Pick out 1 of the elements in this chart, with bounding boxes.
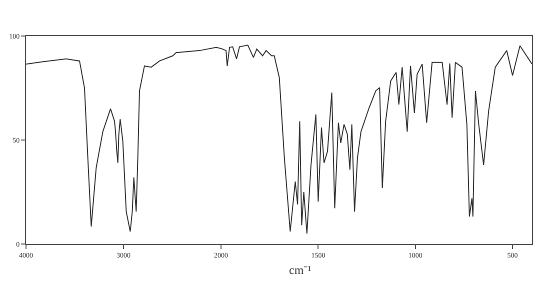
x-axis-title: cm⁻¹: [289, 263, 312, 277]
